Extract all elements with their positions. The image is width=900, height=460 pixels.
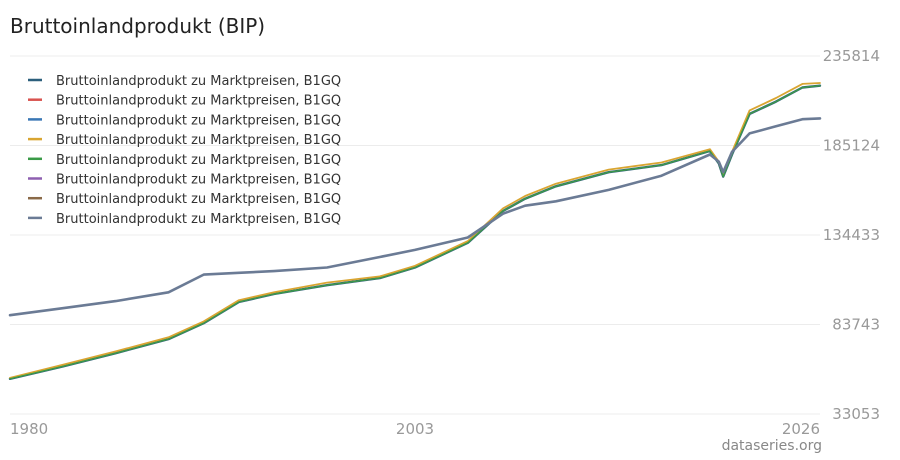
series-line-5 (9, 84, 821, 380)
legend-label: Bruttoinlandprodukt zu Marktpreisen, B1G… (56, 94, 341, 109)
legend-item[interactable]: Bruttoinlandprodukt zu Marktpreisen, B1G… (28, 94, 341, 109)
legend-item[interactable]: Bruttoinlandprodukt zu Marktpreisen, B1G… (28, 113, 341, 128)
grid-lines (10, 55, 820, 415)
legend[interactable]: Bruttoinlandprodukt zu Marktpreisen, B1G… (28, 74, 341, 227)
y-tick-label: 33053 (832, 405, 880, 423)
y-tick-label: 235814 (823, 47, 880, 65)
series-line-3 (9, 85, 821, 380)
series-line-4 (9, 82, 821, 379)
y-tick-label: 185124 (823, 137, 880, 155)
series-line-2 (9, 85, 821, 380)
y-tick-label: 83743 (832, 316, 880, 334)
x-axis: 1980 2003 2026 (10, 420, 820, 438)
legend-label: Bruttoinlandprodukt zu Marktpreisen, B1G… (56, 74, 341, 89)
legend-label: Bruttoinlandprodukt zu Marktpreisen, B1G… (56, 192, 341, 207)
legend-label: Bruttoinlandprodukt zu Marktpreisen, B1G… (56, 133, 341, 148)
y-tick-label: 134433 (823, 226, 880, 244)
y-axis: 235814 185124 134433 83743 33053 (823, 47, 880, 423)
x-tick-label: 1980 (10, 420, 48, 438)
legend-label: Bruttoinlandprodukt zu Marktpreisen, B1G… (56, 212, 341, 227)
series-line-1 (8, 84, 822, 380)
legend-item[interactable]: Bruttoinlandprodukt zu Marktpreisen, B1G… (28, 133, 341, 148)
legend-label: Bruttoinlandprodukt zu Marktpreisen, B1G… (56, 173, 341, 188)
legend-item[interactable]: Bruttoinlandprodukt zu Marktpreisen, B1G… (28, 192, 341, 207)
chart-title: Bruttoinlandprodukt (BIP) (10, 14, 266, 38)
series-layer (8, 82, 822, 380)
legend-item[interactable]: Bruttoinlandprodukt zu Marktpreisen, B1G… (28, 173, 341, 188)
x-tick-label: 2003 (396, 420, 434, 438)
legend-item[interactable]: Bruttoinlandprodukt zu Marktpreisen, B1G… (28, 153, 341, 168)
legend-label: Bruttoinlandprodukt zu Marktpreisen, B1G… (56, 113, 341, 128)
source-credit: dataseries.org (721, 438, 822, 454)
x-tick-label: 2026 (782, 420, 820, 438)
legend-label: Bruttoinlandprodukt zu Marktpreisen, B1G… (56, 153, 341, 168)
legend-item[interactable]: Bruttoinlandprodukt zu Marktpreisen, B1G… (28, 74, 341, 89)
legend-item[interactable]: Bruttoinlandprodukt zu Marktpreisen, B1G… (28, 212, 341, 227)
series-line-8 (8, 117, 822, 317)
